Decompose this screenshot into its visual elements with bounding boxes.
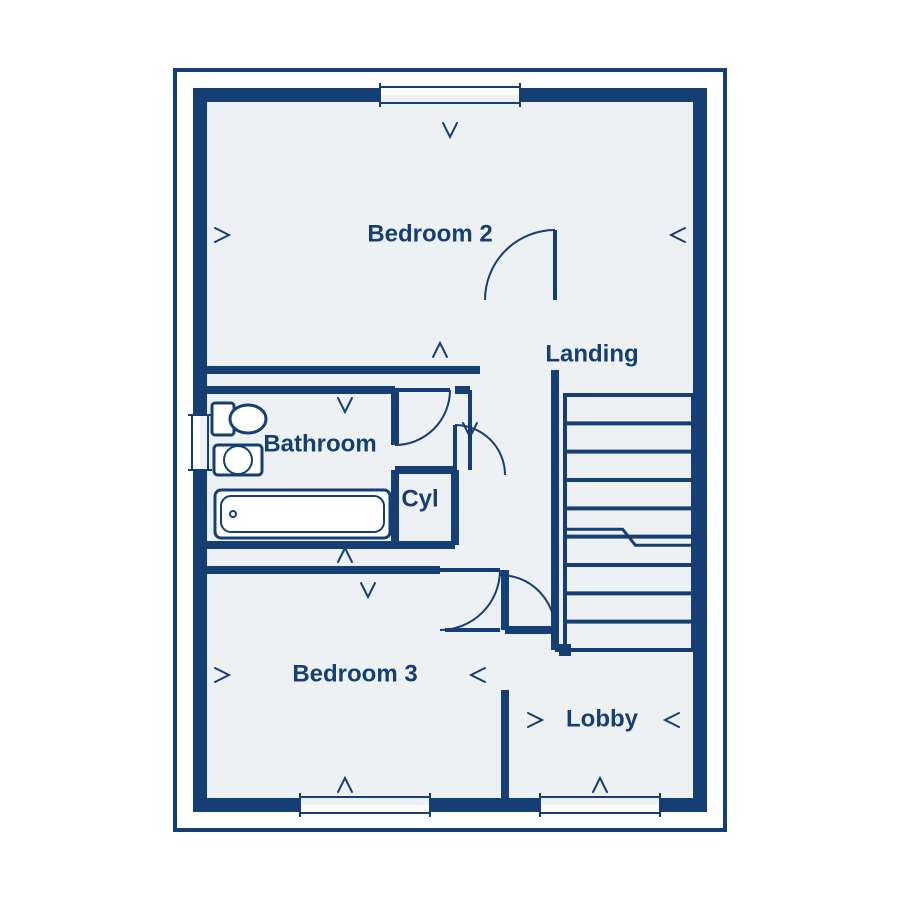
room-label-lobby: Lobby	[566, 705, 639, 732]
room-label-landing: Landing	[545, 340, 638, 367]
room-label-bathroom: Bathroom	[263, 430, 376, 457]
room-label-bedroom2: Bedroom 2	[367, 220, 492, 247]
room-label-bedroom3: Bedroom 3	[292, 660, 417, 687]
floorplan-diagram: Bedroom 2 Landing Bathroom Cyl Bedroom 3 Lobb…	[0, 0, 900, 900]
room-label-cyl: Cyl	[401, 485, 438, 512]
